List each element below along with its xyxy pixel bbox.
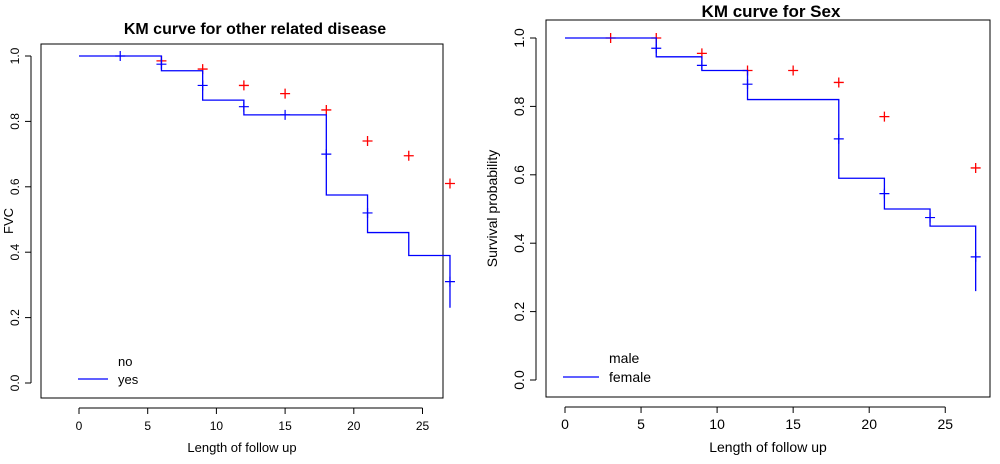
- x-tick-label: 20: [861, 416, 877, 432]
- data-point-no: [321, 104, 332, 115]
- censor-mark: [156, 59, 167, 70]
- x-tick-label: 15: [785, 416, 801, 432]
- y-axis-label: FVC: [1, 208, 16, 234]
- x-tick-label: 25: [416, 419, 430, 433]
- chart-title: KM curve for Sex: [702, 2, 841, 21]
- km-step-curve-female: [565, 37, 977, 292]
- y-tick-label: 0.4: [8, 244, 22, 261]
- y-tick-label: 0.4: [511, 233, 527, 253]
- y-tick-label: 0.8: [511, 96, 527, 116]
- y-tick-label: 0.0: [511, 370, 527, 390]
- data-point-male: [788, 65, 799, 76]
- legend-label: yes: [118, 372, 139, 387]
- censor-mark: [280, 109, 291, 120]
- censor-mark: [925, 212, 936, 223]
- x-tick-label: 10: [709, 416, 725, 432]
- x-tick-label: 20: [347, 419, 361, 433]
- chart-panel-1: KM curve for other related disease 0 5 10 15…: [1, 21, 455, 455]
- censor-mark: [362, 207, 373, 218]
- censor-mark: [444, 276, 455, 287]
- y-tick-label: 0.2: [511, 302, 527, 322]
- y-tick-label: 0.2: [8, 309, 22, 326]
- y-tick-label: 0.0: [8, 374, 22, 391]
- chart-title: KM curve for other related disease: [124, 21, 386, 38]
- data-point-no: [403, 150, 414, 161]
- plot-frame: [40, 43, 444, 399]
- y-tick-label: 0.6: [8, 178, 22, 195]
- km-step-curve-yes: [79, 55, 451, 308]
- data-point-no: [362, 136, 373, 147]
- legend-label: no: [118, 354, 132, 369]
- data-point-male: [833, 77, 844, 88]
- y-tick-label: 0.8: [8, 113, 22, 130]
- x-axis-label: Length of follow up: [187, 440, 296, 455]
- x-tick-label: 0: [561, 416, 569, 432]
- data-point-male: [970, 162, 981, 173]
- y-tick-label: 1.0: [8, 47, 22, 64]
- censor-mark: [197, 80, 208, 91]
- x-tick-label: 0: [76, 419, 83, 433]
- legend-label: male: [609, 350, 640, 366]
- data-point-no: [238, 80, 249, 91]
- x-tick-label: 25: [937, 416, 953, 432]
- x-tick-label: 5: [144, 419, 151, 433]
- x-tick-label: 5: [637, 416, 645, 432]
- legend: male female: [563, 350, 651, 385]
- x-axis-label: Length of follow up: [709, 439, 827, 455]
- censor-mark: [651, 43, 662, 54]
- data-point-male: [879, 111, 890, 122]
- data-point-no: [444, 178, 455, 189]
- x-tick-label: 15: [278, 419, 292, 433]
- chart-panel-2: KM curve for Sex 0 5 10 15 20 25 0.0 0.2 0.4 0.6 0.…: [484, 2, 991, 455]
- legend: no yes: [78, 354, 139, 387]
- censor-mark: [238, 101, 249, 112]
- legend-label: female: [609, 369, 651, 385]
- data-point-no: [280, 88, 291, 99]
- censor-mark: [879, 188, 890, 199]
- plot-frame: [545, 19, 991, 398]
- censor-mark: [321, 149, 332, 160]
- y-tick-label: 0.6: [511, 165, 527, 185]
- y-tick-label: 1.0: [511, 28, 527, 48]
- censor-mark: [742, 79, 753, 90]
- censor-mark: [115, 51, 126, 61]
- censor-mark: [833, 133, 844, 144]
- censor-mark: [970, 251, 981, 262]
- y-axis-label: Survival probability: [484, 150, 500, 268]
- censor-mark: [696, 60, 707, 71]
- x-tick-label: 10: [210, 419, 224, 433]
